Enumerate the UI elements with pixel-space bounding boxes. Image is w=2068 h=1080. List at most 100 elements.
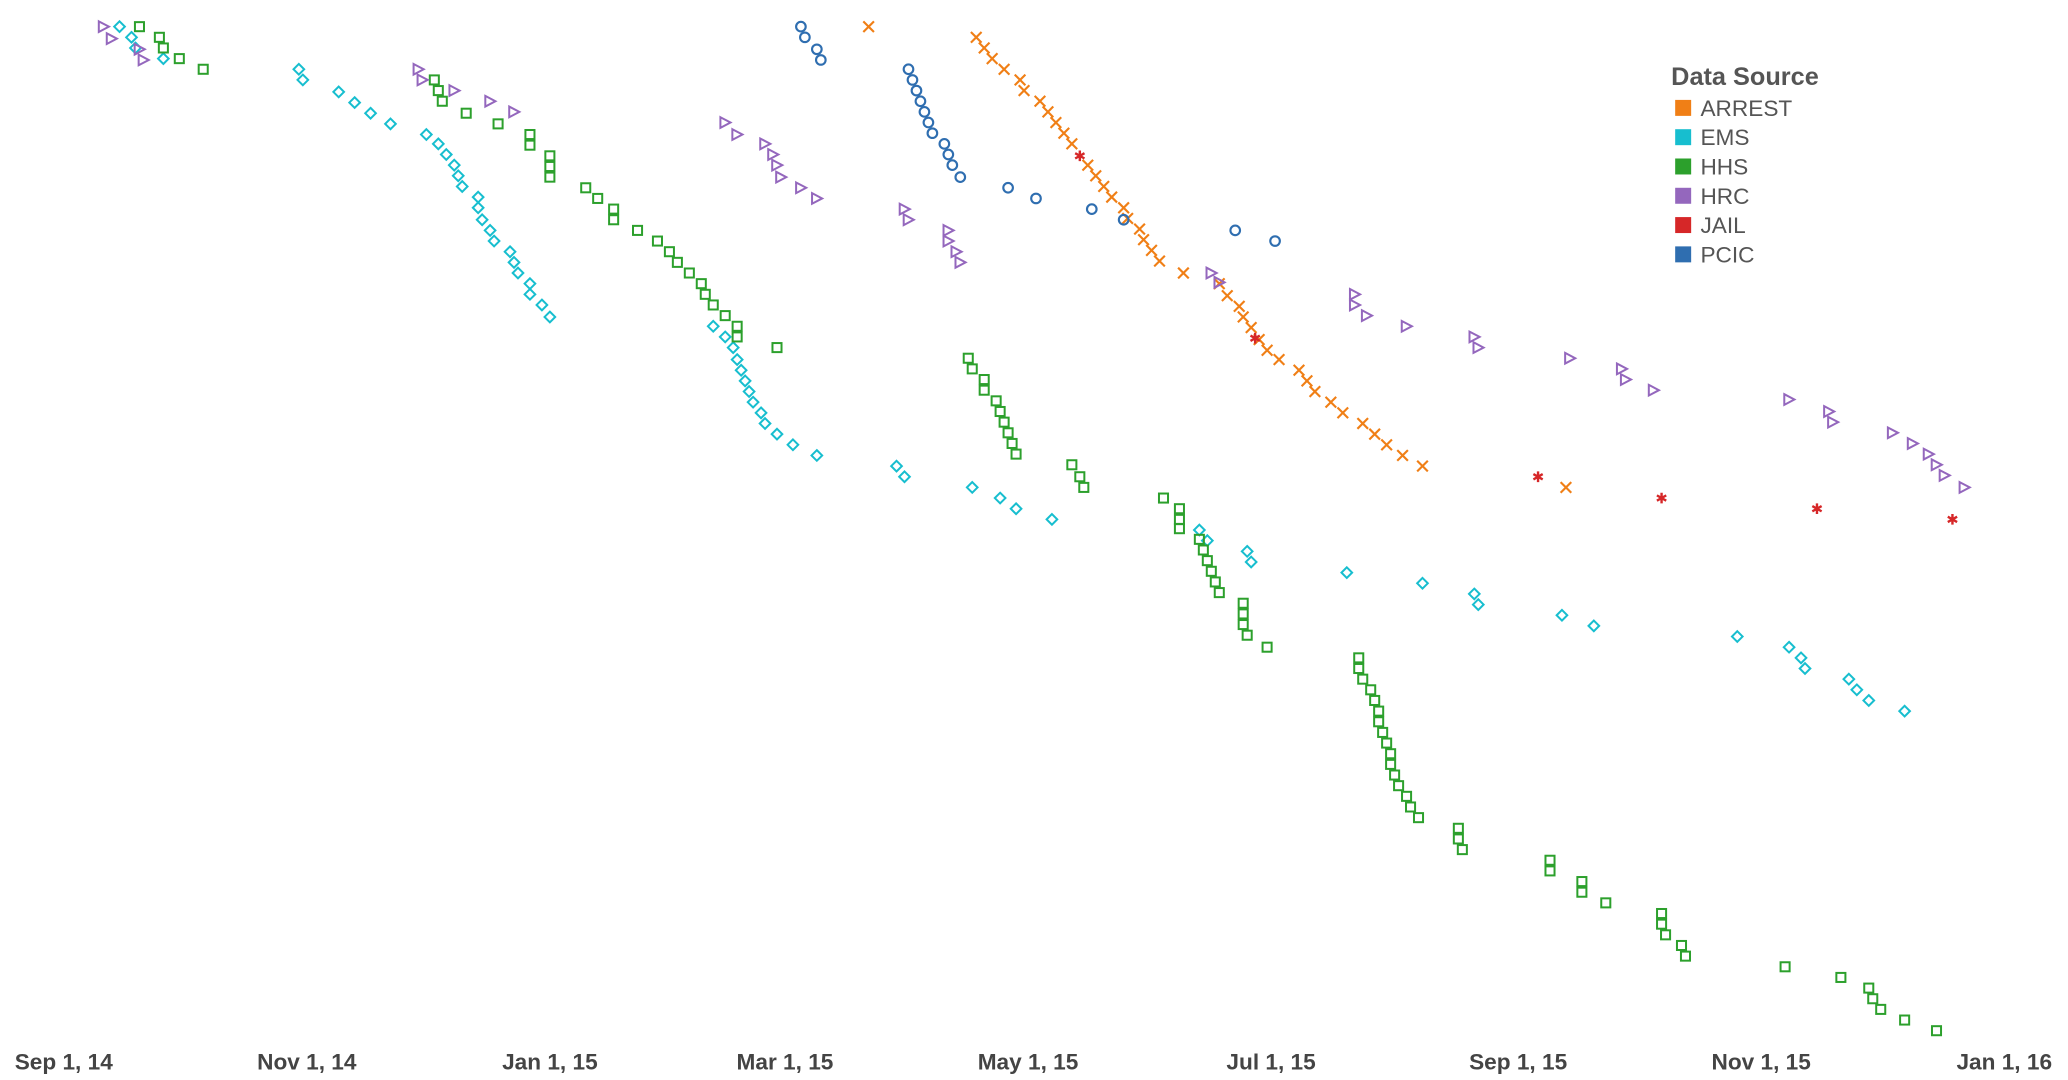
point	[1412, 812, 1425, 824]
point	[592, 192, 604, 204]
point	[734, 363, 748, 377]
point	[1348, 287, 1363, 302]
point	[1066, 459, 1078, 471]
legend-label: HHS	[1700, 154, 1748, 179]
point	[296, 73, 310, 87]
point	[1656, 492, 1667, 504]
point	[1369, 694, 1381, 706]
series	[1074, 150, 1958, 525]
point	[1078, 481, 1090, 493]
point	[412, 62, 426, 77]
point	[814, 54, 827, 66]
point	[105, 31, 120, 46]
point	[535, 298, 549, 312]
point	[993, 491, 1007, 505]
series	[862, 20, 1573, 494]
point	[492, 118, 504, 130]
point	[795, 180, 809, 195]
point	[447, 158, 461, 172]
point	[786, 438, 800, 452]
point	[978, 374, 990, 386]
point	[1205, 565, 1217, 577]
point	[1401, 790, 1413, 802]
point	[719, 310, 731, 322]
point	[970, 31, 983, 44]
point	[1835, 971, 1847, 983]
point	[731, 331, 743, 343]
point	[1133, 222, 1146, 236]
point	[455, 179, 469, 194]
point	[998, 63, 1011, 76]
point	[1205, 266, 1219, 280]
point	[1049, 116, 1062, 129]
point	[771, 158, 785, 173]
x-tick-label: Jan 1, 16	[1956, 1049, 2052, 1074]
point	[1897, 704, 1912, 718]
point	[487, 234, 501, 248]
point	[632, 224, 644, 236]
point	[1010, 448, 1022, 460]
point	[416, 72, 430, 87]
point	[898, 202, 912, 217]
point	[1400, 319, 1415, 334]
point	[1930, 1025, 1943, 1037]
point	[1564, 351, 1578, 366]
point	[511, 266, 525, 280]
point	[730, 352, 744, 367]
point	[810, 43, 823, 56]
point	[1177, 266, 1190, 280]
point	[1600, 897, 1612, 909]
point	[1660, 929, 1672, 941]
point	[1842, 672, 1856, 686]
point	[1356, 417, 1369, 430]
point	[738, 374, 752, 388]
point	[428, 74, 440, 86]
point	[1192, 523, 1207, 537]
point	[718, 330, 732, 344]
point	[1240, 544, 1254, 559]
point	[1867, 993, 1879, 1005]
point	[475, 213, 489, 227]
point	[1380, 438, 1393, 451]
point	[990, 395, 1002, 407]
point	[1472, 340, 1486, 355]
point	[1377, 726, 1389, 738]
point	[742, 384, 756, 399]
point	[431, 137, 446, 151]
point	[439, 147, 454, 162]
point	[994, 405, 1006, 418]
point	[862, 20, 875, 33]
point	[1373, 716, 1385, 728]
point	[1468, 329, 1482, 344]
point	[1381, 737, 1393, 749]
point	[347, 95, 362, 110]
point	[771, 342, 783, 354]
point	[363, 106, 378, 120]
point	[197, 63, 209, 75]
point	[543, 310, 557, 324]
point	[1237, 619, 1249, 631]
point	[484, 94, 498, 109]
point	[1675, 939, 1688, 952]
point	[1261, 641, 1273, 653]
series	[112, 19, 1912, 718]
x-tick-label: May 1, 15	[978, 1049, 1079, 1074]
point	[524, 139, 536, 151]
point	[1823, 404, 1837, 419]
point	[1875, 1003, 1887, 1015]
point	[811, 191, 825, 206]
point	[918, 106, 931, 118]
point	[1117, 201, 1130, 214]
point	[460, 107, 472, 119]
legend-swatch	[1675, 99, 1692, 116]
point	[1811, 503, 1823, 515]
point	[1157, 492, 1170, 504]
point	[1213, 275, 1227, 290]
point	[1679, 950, 1692, 962]
point	[1906, 436, 1921, 451]
point	[1385, 758, 1397, 770]
point	[1065, 137, 1078, 150]
point	[942, 223, 956, 238]
point	[1145, 244, 1158, 257]
point	[1237, 310, 1250, 324]
